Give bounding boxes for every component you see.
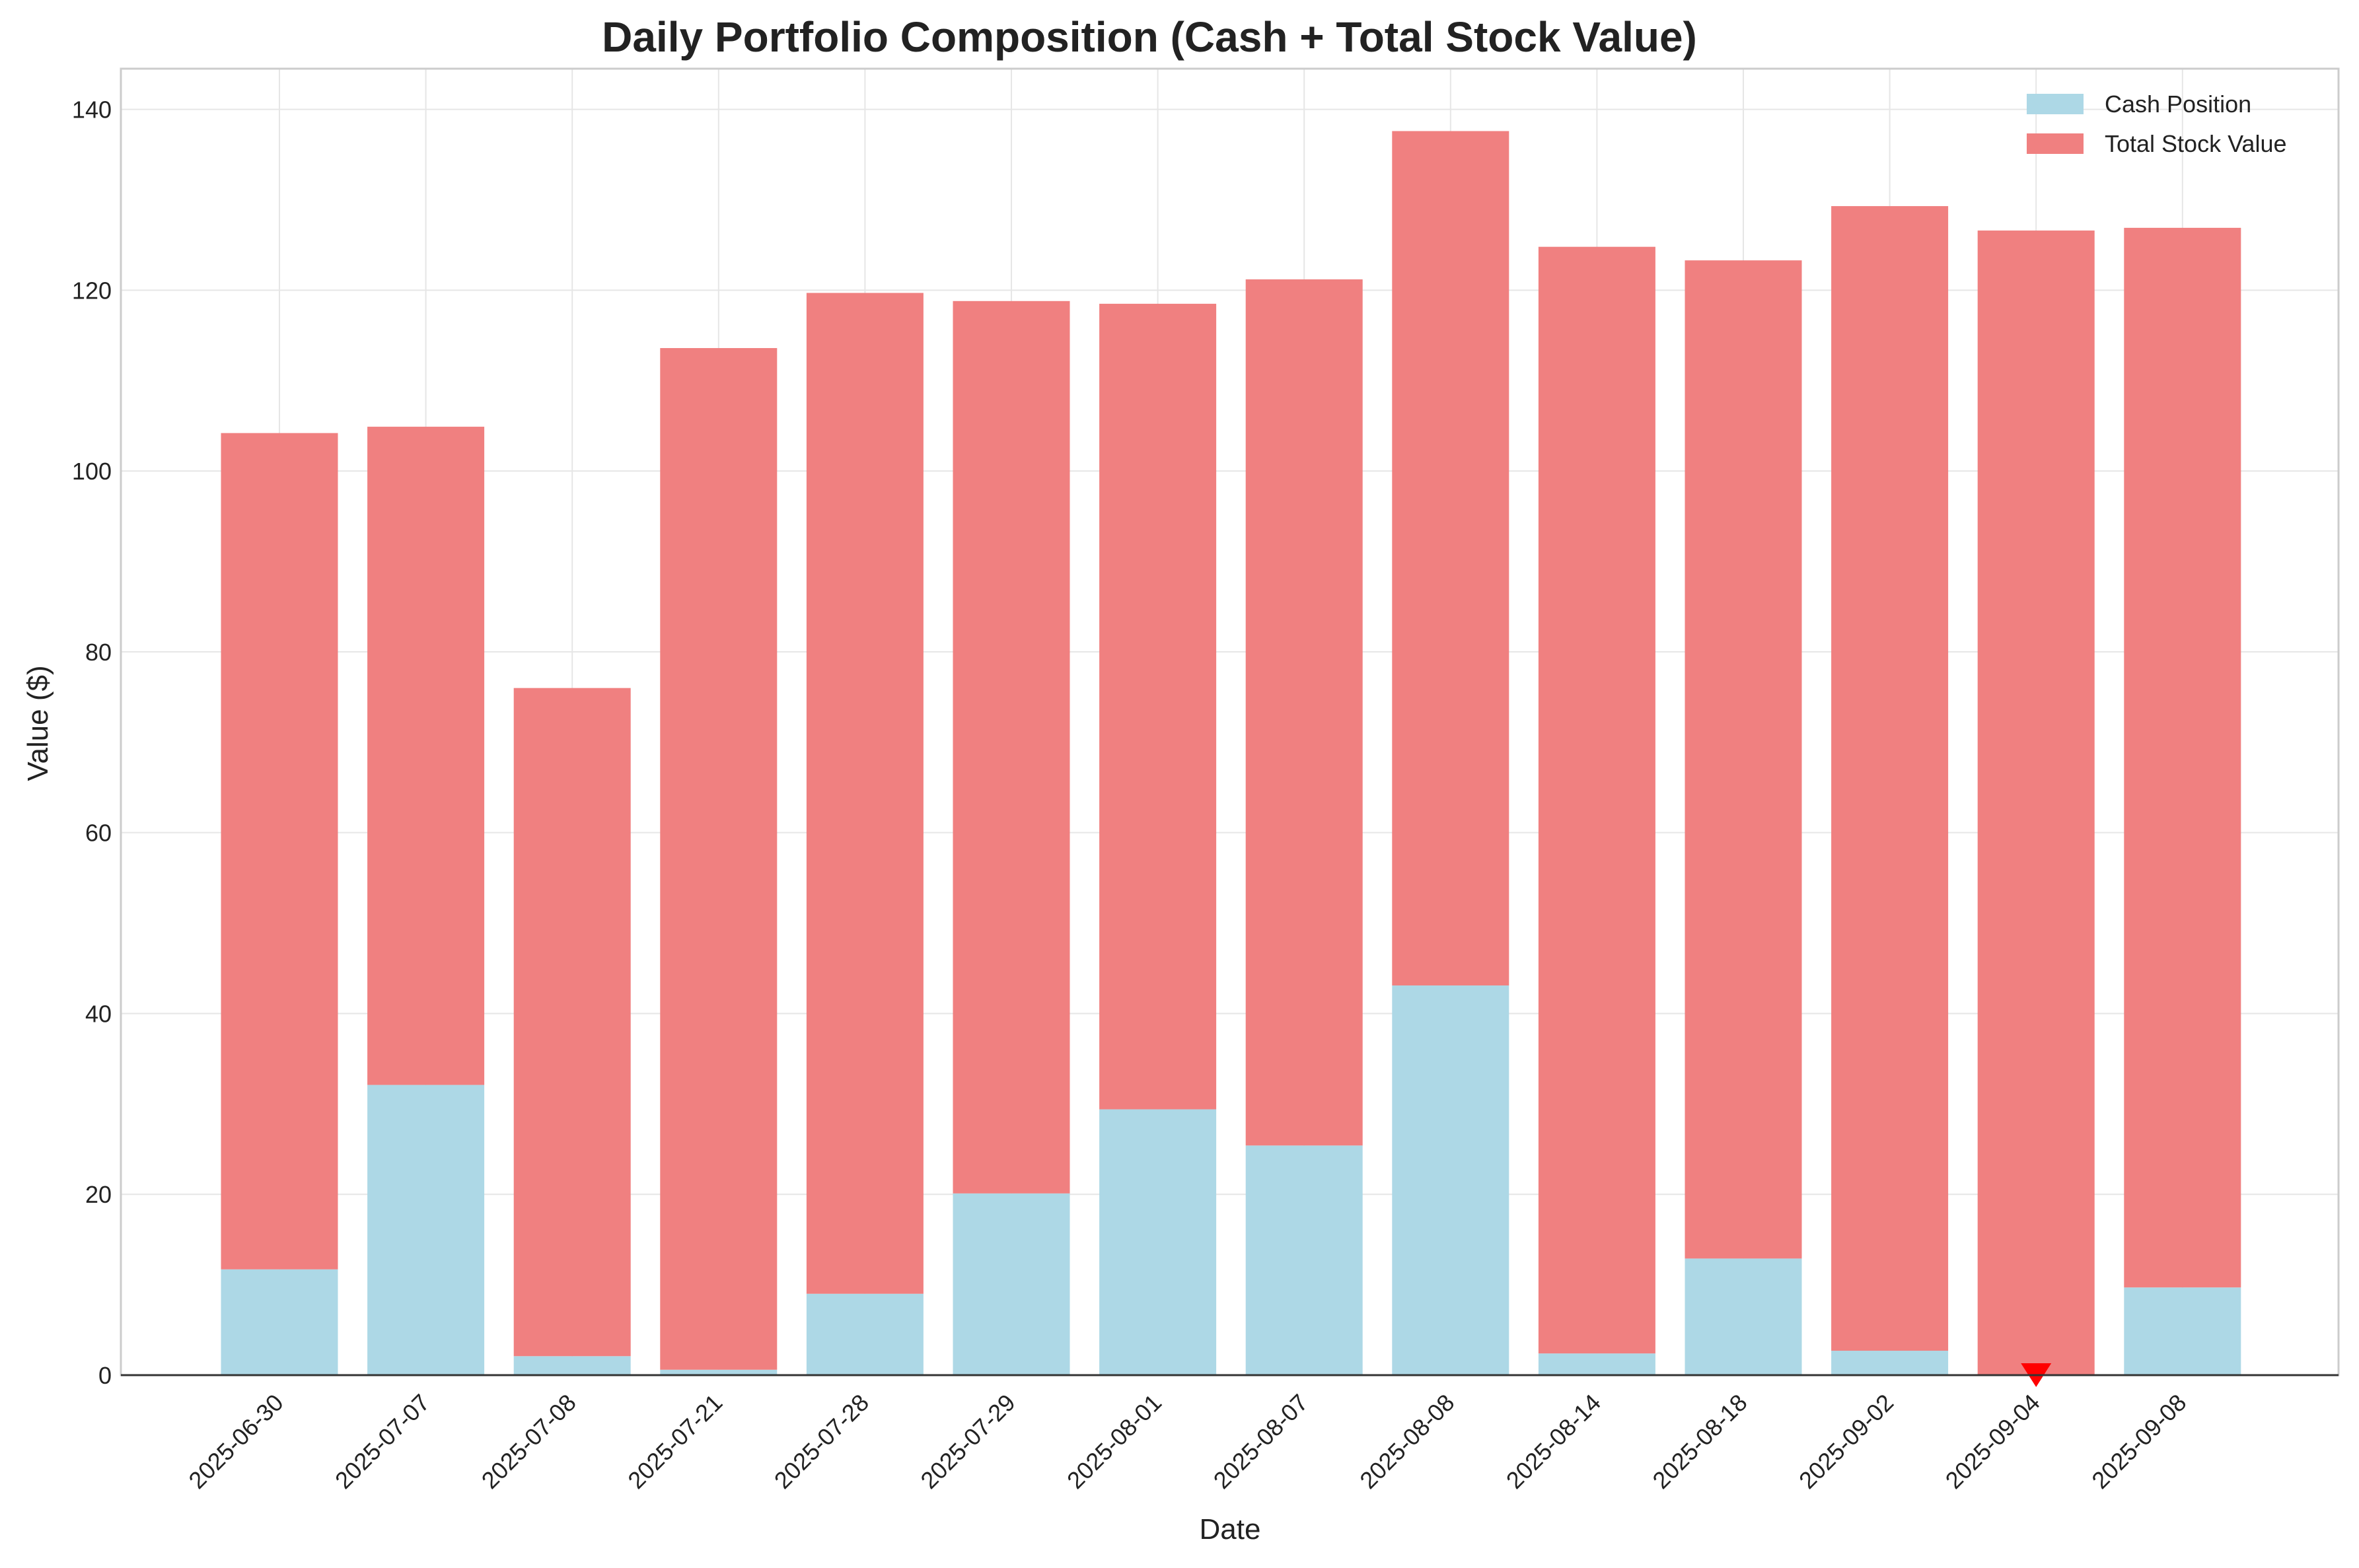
bar-cash bbox=[1538, 1353, 1655, 1375]
bar-cash bbox=[1831, 1351, 1949, 1375]
bar-stock bbox=[660, 347, 778, 1370]
bar-stock bbox=[513, 688, 631, 1357]
bar-stock bbox=[1977, 231, 2095, 1375]
axes bbox=[120, 67, 2340, 1376]
bar-cash bbox=[806, 1293, 924, 1375]
bar-cash bbox=[221, 1269, 338, 1375]
bar-stock bbox=[806, 293, 924, 1294]
chart-title: Daily Portfolio Composition (Cash + Tota… bbox=[602, 13, 1697, 61]
bar-cash bbox=[1685, 1258, 1802, 1375]
bar-cash bbox=[367, 1085, 485, 1375]
bar-cash bbox=[1392, 985, 1509, 1375]
bar-stock bbox=[1831, 206, 1949, 1351]
bar-stock bbox=[1245, 279, 1363, 1146]
legend-label-cash: Cash Position bbox=[2105, 90, 2251, 118]
bar-cash bbox=[1099, 1109, 1217, 1375]
bar-cash bbox=[660, 1369, 778, 1375]
y-tick-label: 120 bbox=[72, 277, 112, 304]
bar-stock bbox=[367, 427, 485, 1085]
bar-cash bbox=[513, 1356, 631, 1375]
legend-swatch-stock bbox=[2027, 133, 2084, 154]
bar-cash bbox=[2124, 1287, 2241, 1375]
bar-stock bbox=[953, 301, 1070, 1194]
y-tick-label: 80 bbox=[85, 639, 112, 666]
bar-cash bbox=[953, 1193, 1070, 1375]
y-tick-label: 40 bbox=[85, 1000, 112, 1027]
bar-stock bbox=[1685, 260, 1802, 1259]
y-tick-label: 60 bbox=[85, 820, 112, 847]
legend-label-stock: Total Stock Value bbox=[2105, 130, 2286, 157]
bar-stock bbox=[221, 433, 338, 1269]
bar-stock bbox=[1392, 131, 1509, 986]
y-tick-label: 0 bbox=[98, 1362, 112, 1389]
bar-stock bbox=[1538, 246, 1655, 1354]
x-axis-label: Date bbox=[1200, 1513, 1261, 1546]
bar-stock bbox=[1099, 303, 1217, 1110]
y-tick-label: 100 bbox=[72, 458, 112, 485]
legend-swatch-cash bbox=[2027, 94, 2084, 114]
y-tick-label: 140 bbox=[72, 96, 112, 124]
bar-stock bbox=[2124, 227, 2241, 1288]
y-tick-label: 20 bbox=[85, 1181, 112, 1208]
bars bbox=[221, 131, 2241, 1375]
y-axis-label: Value ($) bbox=[22, 665, 54, 781]
bar-cash bbox=[1245, 1145, 1363, 1375]
legend: Cash Position Total Stock Value bbox=[2027, 90, 2286, 157]
